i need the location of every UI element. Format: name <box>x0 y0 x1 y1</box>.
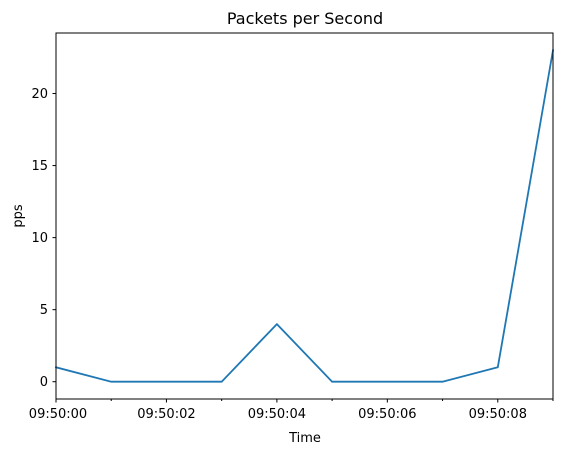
y-axis-label: pps <box>11 204 26 228</box>
x-tick-label: 09:50:04 <box>248 407 306 422</box>
y-tick-label: 15 <box>31 159 48 174</box>
plot-frame <box>55 32 554 400</box>
y-tick-label: 10 <box>31 231 48 246</box>
y-axis-ticks: 0 5 10 15 20 <box>31 87 56 390</box>
x-tick-label: 09:50:06 <box>358 407 416 422</box>
series-layer <box>54 49 555 383</box>
x-tick-label: 09:50:08 <box>469 407 527 422</box>
x-tick-label: 09:50:02 <box>137 407 195 422</box>
x-axis-label: Time <box>288 431 321 446</box>
x-axis-ticks: 09:50:00 09:50:02 09:50:04 09:50:06 09:50:08 <box>29 399 554 422</box>
y-tick-label: 20 <box>31 87 48 102</box>
y-tick-label: 5 <box>40 303 48 318</box>
y-tick-label: 0 <box>40 375 48 390</box>
chart-title: Packets per Second <box>227 9 383 28</box>
series-line <box>54 49 555 383</box>
x-tick-label: 09:50:00 <box>29 407 87 422</box>
